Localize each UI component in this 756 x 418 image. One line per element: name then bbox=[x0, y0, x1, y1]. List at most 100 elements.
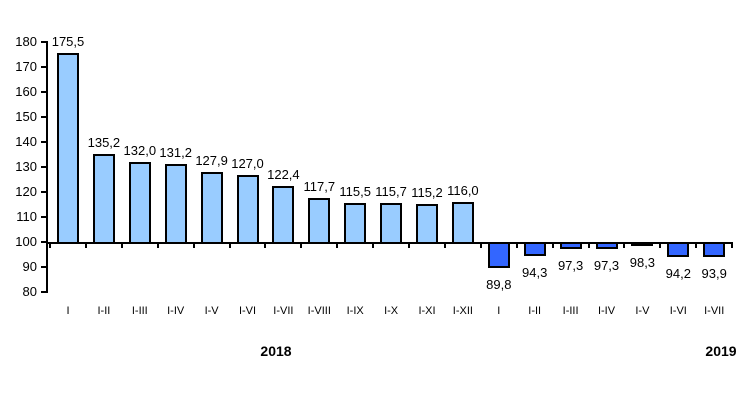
value-label-2019-I-VII: 93,9 bbox=[701, 266, 727, 282]
x-axis-tick bbox=[443, 242, 446, 248]
x-axis-tick bbox=[120, 242, 123, 248]
y-axis-tick bbox=[41, 266, 47, 268]
x-axis-tick bbox=[659, 242, 662, 248]
category-label-2018-I: I bbox=[66, 305, 70, 317]
category-label-2018-I-VIII: I-VIII bbox=[307, 305, 331, 317]
category-label-2019-I-IV: I-IV bbox=[597, 305, 616, 317]
x-axis-tick bbox=[623, 242, 626, 248]
value-label-2018-I-VI: 127,0 bbox=[231, 155, 264, 171]
category-label-2018-I-II: I-II bbox=[97, 305, 111, 317]
category-label-2018-I-IX: I-IX bbox=[346, 305, 364, 317]
bar-2018-I-IX bbox=[344, 203, 367, 242]
bar-2018-I-XII bbox=[451, 202, 474, 242]
x-axis-tick bbox=[479, 242, 482, 248]
value-label-2019-I-IV: 97,3 bbox=[593, 257, 620, 273]
y-axis-label: 130 bbox=[15, 159, 37, 174]
value-label-2018-I-VII: 122,4 bbox=[267, 167, 300, 182]
value-label-2018-I-X: 115,7 bbox=[375, 183, 407, 199]
y-axis-label: 150 bbox=[15, 109, 37, 124]
value-label-2018-I: 175,5 bbox=[51, 34, 85, 50]
y-axis-tick bbox=[41, 216, 47, 218]
bar-2018-I-VII bbox=[272, 186, 295, 242]
value-label-2018-I-VIII: 117,7 bbox=[303, 178, 336, 194]
value-label-2018-I-XI: 115,2 bbox=[411, 185, 443, 200]
category-label-2018-I-VI: I-VI bbox=[238, 305, 257, 317]
bar-2018-I-III bbox=[128, 162, 151, 242]
category-label-2019-I-II: I-II bbox=[528, 305, 542, 317]
category-label-2018-I-VII: I-VII bbox=[273, 305, 294, 317]
year-label-2019: 2019 bbox=[705, 343, 737, 359]
bar-2018-I-V bbox=[200, 172, 223, 242]
y-axis-label: 170 bbox=[15, 59, 37, 74]
value-label-2019-I-VI: 94,2 bbox=[665, 265, 691, 281]
x-axis-tick bbox=[336, 242, 339, 248]
value-label-2019-I-III: 97,3 bbox=[557, 257, 584, 273]
y-axis-label: 180 bbox=[15, 34, 37, 49]
category-label-2018-I-IV: I-IV bbox=[167, 305, 185, 317]
x-axis-tick bbox=[264, 242, 267, 248]
category-label-2019-I-VII: I-VII bbox=[704, 305, 725, 317]
x-axis-tick bbox=[300, 242, 303, 248]
y-axis-tick bbox=[41, 41, 47, 43]
bar-2019-I-III bbox=[559, 244, 582, 249]
bar-2019-I bbox=[487, 244, 510, 268]
bar-2019-I-V bbox=[631, 244, 654, 247]
value-label-2018-I-IV: 131,2 bbox=[159, 145, 192, 160]
value-label-2018-I-V: 127,9 bbox=[195, 153, 228, 169]
y-axis-label: 140 bbox=[15, 134, 37, 149]
y-axis-tick bbox=[41, 66, 47, 68]
y-axis-tick bbox=[41, 141, 47, 143]
x-axis-tick bbox=[587, 242, 590, 248]
x-axis-tick bbox=[84, 242, 87, 248]
value-label-2018-I-II: 135,2 bbox=[87, 135, 121, 150]
x-axis-line bbox=[46, 242, 733, 244]
value-label-2018-I-XII: 116,0 bbox=[447, 183, 479, 198]
x-axis-tick bbox=[156, 242, 159, 248]
y-axis-line bbox=[46, 41, 48, 293]
x-axis-tick bbox=[408, 242, 411, 248]
x-axis-tick bbox=[49, 242, 52, 248]
bar-2018-I bbox=[57, 53, 79, 242]
y-axis-label: 100 bbox=[15, 234, 37, 249]
value-label-2018-I-IX: 115,5 bbox=[339, 184, 371, 200]
bar-2019-I-II bbox=[523, 244, 546, 257]
value-label-2019-I: 89,8 bbox=[486, 276, 512, 292]
y-axis-tick bbox=[41, 291, 47, 293]
category-label-2019-I-VI: I-VI bbox=[669, 305, 687, 317]
y-axis-label: 80 bbox=[22, 284, 37, 299]
y-axis-tick bbox=[41, 241, 47, 243]
bar-2018-I-XI bbox=[416, 204, 438, 242]
value-label-2019-I-V: 98,3 bbox=[629, 255, 656, 271]
x-axis-tick bbox=[731, 242, 734, 248]
y-axis-tick bbox=[41, 191, 47, 193]
category-label-2018-I-III: I-III bbox=[131, 305, 148, 317]
bar-2019-I-VI bbox=[667, 244, 690, 257]
bar-2018-I-IV bbox=[164, 164, 187, 242]
bar-2018-I-VIII bbox=[308, 197, 331, 242]
category-label-2018-I-XI: I-XI bbox=[418, 305, 436, 317]
category-label-2018-I-XII: I-XII bbox=[452, 305, 473, 317]
x-axis-tick bbox=[515, 242, 518, 248]
y-axis-tick bbox=[41, 166, 47, 168]
y-axis-label: 120 bbox=[15, 184, 37, 199]
y-axis-label: 160 bbox=[15, 84, 37, 99]
y-axis-tick bbox=[41, 116, 47, 118]
year-label-2018: 2018 bbox=[260, 343, 292, 359]
x-axis-tick bbox=[372, 242, 375, 248]
bar-2019-I-VII bbox=[703, 244, 726, 258]
category-label-2019-I: I bbox=[497, 305, 501, 317]
x-axis-tick bbox=[695, 242, 698, 248]
x-axis-tick bbox=[228, 242, 231, 248]
y-axis-label: 90 bbox=[22, 259, 37, 274]
bar-2019-I-IV bbox=[595, 244, 618, 249]
bar-2018-I-II bbox=[92, 154, 115, 242]
y-axis-tick bbox=[41, 91, 47, 93]
value-label-2019-I-II: 94,3 bbox=[522, 265, 548, 281]
category-label-2018-I-X: I-X bbox=[384, 305, 399, 317]
category-label-2019-I-III: I-III bbox=[562, 305, 579, 317]
x-axis-tick bbox=[551, 242, 554, 248]
bar-2018-I-X bbox=[380, 202, 403, 242]
category-label-2018-I-V: I-V bbox=[204, 305, 219, 317]
category-label-2019-I-V: I-V bbox=[635, 305, 650, 317]
